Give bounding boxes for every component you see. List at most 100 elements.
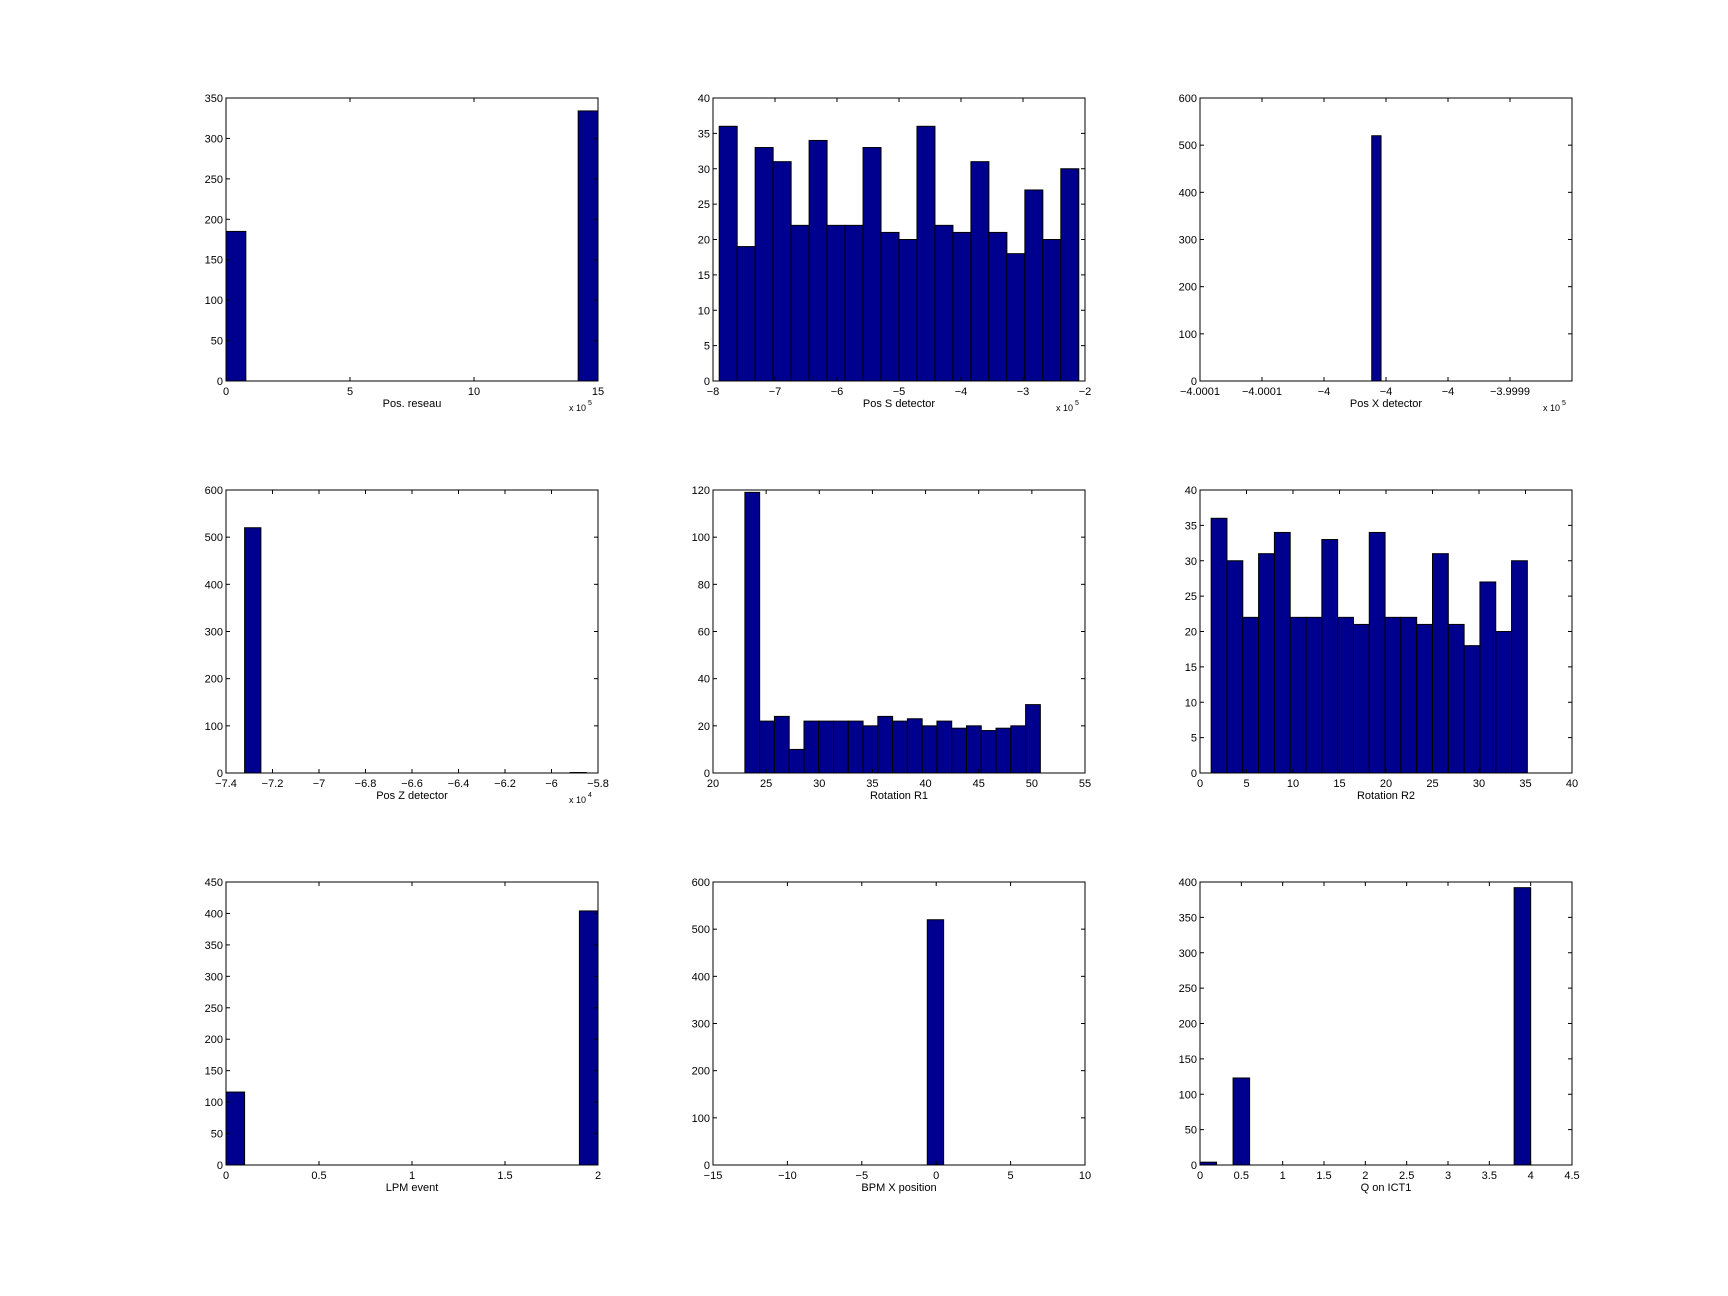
subplot-7: 0 0.5 1 1.5 2 0 50 100 150 200 250 300 350 400 450 LPM … [205, 877, 601, 1194]
x-tick-label: 3.5 [1482, 1170, 1497, 1182]
y-tick-label: 150 [1179, 1054, 1197, 1066]
histogram-bar [936, 720, 953, 774]
x-tick-label: −6.6 [401, 778, 423, 790]
histogram-bar [1232, 1077, 1251, 1166]
histogram-bar [772, 161, 792, 382]
histogram-bar [1242, 616, 1260, 774]
x-tick-label: −7.4 [215, 778, 237, 790]
histogram-bar [951, 727, 967, 774]
x-tick-label: 0 [223, 386, 229, 398]
y-tick-label: 15 [1185, 662, 1197, 674]
y-tick-label: 35 [698, 128, 710, 140]
x-tick-label: −4.0001 [1242, 386, 1282, 398]
y-tick-label: 0 [217, 1160, 223, 1172]
x-tick-label: −5.8 [587, 778, 609, 790]
y-tick-label: 400 [1179, 187, 1197, 199]
x-tick-label: −5 [893, 386, 906, 398]
histogram-bar [1305, 616, 1323, 774]
histogram-bar [906, 718, 923, 774]
y-tick-label: 25 [1185, 591, 1197, 603]
x-tick-label: −4 [1318, 386, 1331, 398]
y-tick-label: 50 [211, 1129, 223, 1141]
x-axis-label: Q on ICT1 [1361, 1182, 1412, 1194]
subplot-4: −7.4 −7.2 −7 −6.8 −6.6 −6.4 −6.2 −6 −5.8 0 100 200 3… [205, 485, 609, 805]
histogram-bar [1010, 725, 1027, 774]
histogram-bar [808, 139, 828, 382]
x-tick-label: 30 [1473, 778, 1485, 790]
x-tick-label: 1 [409, 1170, 415, 1182]
y-tick-label: 350 [205, 940, 223, 952]
x-tick-label: 5 [1008, 1170, 1014, 1182]
histogram-bar [1321, 539, 1339, 774]
x-tick-label: 45 [973, 778, 985, 790]
x-tick-label: −6.2 [494, 778, 516, 790]
x-axis-label: Pos Z detector [376, 790, 448, 802]
histogram-bar [244, 527, 262, 774]
x-axis-label: LPM event [386, 1182, 439, 1194]
x-tick-label: 25 [760, 778, 772, 790]
axes-background [226, 490, 598, 773]
x-tick-label: 0 [1197, 1170, 1203, 1182]
x-tick-label: 0 [933, 1170, 939, 1182]
histogram-bar [759, 720, 775, 774]
x-tick-label: 5 [347, 386, 353, 398]
histogram-bar [788, 748, 805, 774]
histogram-bar [818, 720, 835, 774]
x-tick-label: −6.4 [448, 778, 470, 790]
histogram-bar [844, 224, 864, 382]
axes-background [713, 882, 1085, 1165]
histogram-bar [1400, 616, 1418, 774]
subplot-5: 20 25 30 35 40 45 50 55020406080100120Rotation … [692, 485, 1091, 802]
subplot-2: −8 −7 −6 −5 −4 −3 −2 0 5 10 15 20 25 30 35 40 Pos S dete… [698, 93, 1092, 413]
x-tick-label: 20 [1380, 778, 1392, 790]
x-tick-label: 40 [919, 778, 931, 790]
x-tick-label: 35 [1519, 778, 1531, 790]
x-axis-label: Rotation R1 [870, 790, 928, 802]
y-tick-label: 0 [704, 1160, 710, 1172]
histogram-bar [1447, 623, 1465, 774]
axes-background [226, 882, 598, 1165]
histogram-bar [1226, 560, 1244, 774]
y-tick-label: 400 [205, 908, 223, 920]
y-tick-label: 0 [1191, 768, 1197, 780]
histogram-bar [970, 161, 990, 382]
y-tick-label: 300 [205, 971, 223, 983]
x-tick-label: −7 [769, 386, 782, 398]
x-tick-label: −5 [856, 1170, 869, 1182]
y-tick-label: 20 [698, 721, 710, 733]
x-tick-label: 10 [468, 386, 480, 398]
histogram-bar [877, 715, 894, 774]
histogram-bar [1432, 553, 1449, 774]
x-tick-label: 4 [1528, 1170, 1534, 1182]
y-tick-label: 250 [205, 174, 223, 186]
histogram-bar [718, 125, 738, 382]
histogram-bar [1416, 623, 1433, 774]
histogram-bar [773, 715, 790, 774]
histogram-bar [952, 231, 972, 382]
y-tick-label: 20 [698, 235, 710, 247]
histogram-bar [1371, 135, 1382, 382]
y-tick-label: 40 [1185, 485, 1197, 497]
y-tick-label: 40 [698, 674, 710, 686]
x-tick-label: 15 [592, 386, 604, 398]
x-tick-label: 1.5 [497, 1170, 512, 1182]
histogram-bar [916, 125, 936, 382]
y-tick-label: 400 [205, 579, 223, 591]
x-tick-label: −4.0001 [1180, 386, 1220, 398]
y-tick-label: 200 [205, 1034, 223, 1046]
histogram-bar [1025, 704, 1041, 774]
x-tick-label: 20 [707, 778, 719, 790]
histogram-bar [880, 231, 900, 382]
histogram-bar [926, 919, 945, 1166]
histogram-bar [833, 720, 849, 774]
histogram-bar [1289, 616, 1307, 774]
histogram-bar [1042, 239, 1062, 382]
histogram-bar [898, 239, 918, 382]
x-tick-label: 2 [1362, 1170, 1368, 1182]
histogram-bar [1258, 553, 1275, 774]
histogram-bar [790, 224, 810, 382]
y-tick-label: 350 [205, 93, 223, 105]
x-tick-label: 1.5 [1316, 1170, 1331, 1182]
y-tick-label: 500 [1179, 140, 1197, 152]
x-tick-label: −15 [704, 1170, 723, 1182]
